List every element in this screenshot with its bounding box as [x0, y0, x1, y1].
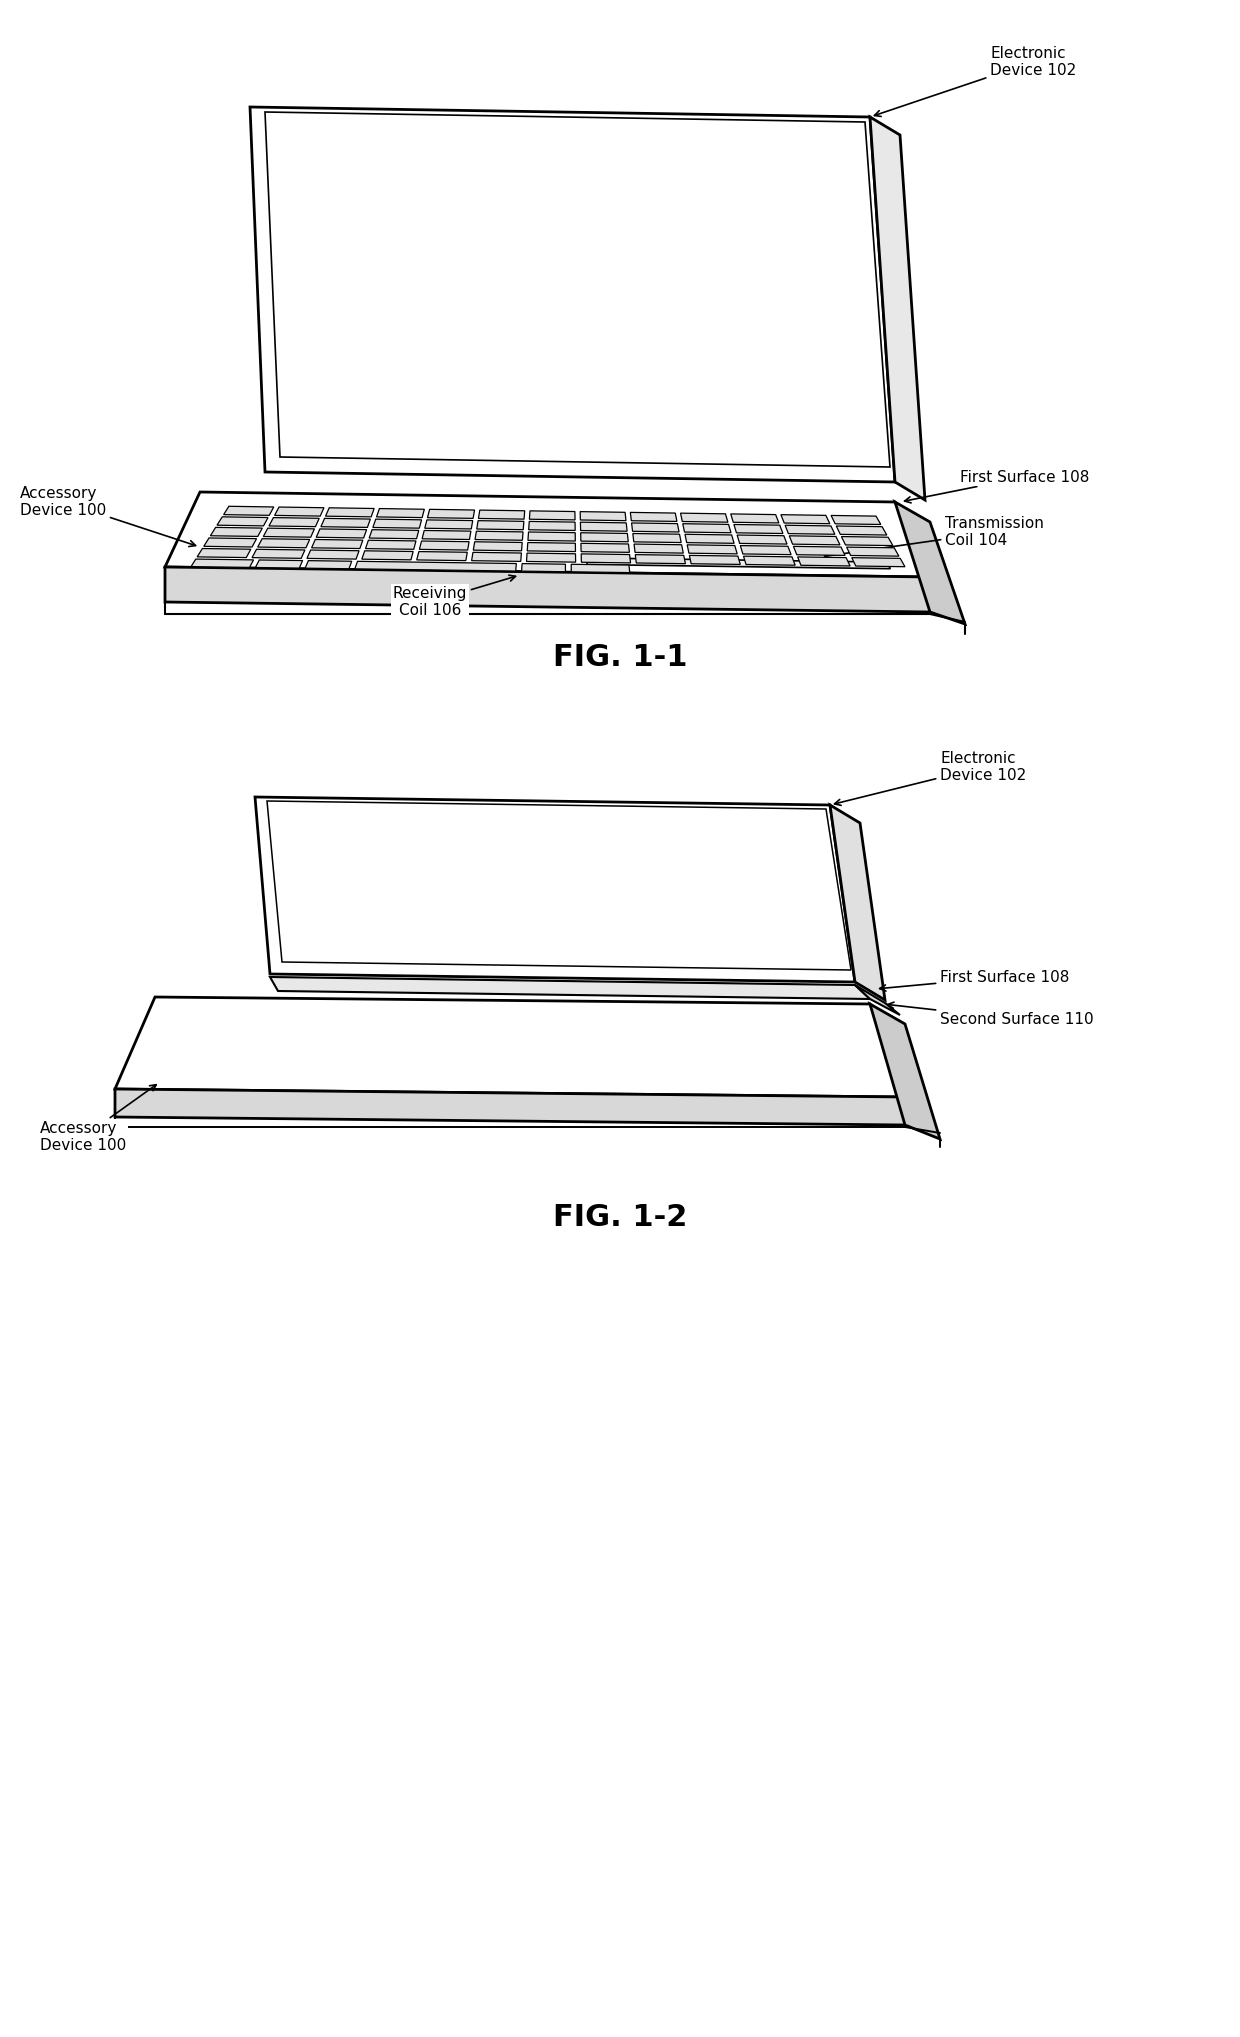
Polygon shape — [165, 566, 930, 611]
Polygon shape — [419, 542, 469, 550]
Polygon shape — [852, 558, 905, 566]
Text: Accessory
Device 100: Accessory Device 100 — [20, 485, 196, 546]
Polygon shape — [417, 552, 467, 560]
Polygon shape — [790, 536, 839, 544]
Polygon shape — [265, 112, 890, 466]
Polygon shape — [255, 796, 856, 982]
Polygon shape — [115, 996, 905, 1098]
Polygon shape — [689, 556, 740, 564]
Polygon shape — [197, 548, 250, 558]
Polygon shape — [785, 526, 835, 534]
Polygon shape — [267, 801, 851, 970]
Polygon shape — [836, 526, 887, 536]
Polygon shape — [830, 805, 885, 1000]
Polygon shape — [305, 560, 352, 568]
Polygon shape — [572, 564, 630, 572]
Polygon shape — [781, 515, 830, 524]
Polygon shape — [373, 519, 422, 528]
Polygon shape — [870, 1004, 940, 1139]
Polygon shape — [270, 978, 870, 998]
Polygon shape — [744, 556, 795, 564]
Polygon shape — [797, 556, 851, 566]
Polygon shape — [377, 509, 424, 517]
Polygon shape — [687, 544, 738, 554]
Polygon shape — [474, 542, 522, 550]
Polygon shape — [366, 540, 415, 550]
Polygon shape — [370, 530, 419, 538]
Polygon shape — [684, 534, 734, 544]
Polygon shape — [847, 548, 899, 556]
Polygon shape — [740, 546, 791, 554]
Polygon shape — [308, 550, 360, 558]
Polygon shape — [274, 507, 324, 515]
Text: Receiving
Coil 106: Receiving Coil 106 — [393, 574, 516, 617]
Polygon shape — [223, 507, 274, 515]
Polygon shape — [580, 534, 629, 542]
Polygon shape — [321, 517, 371, 528]
Text: FIG. 1-2: FIG. 1-2 — [553, 1202, 687, 1232]
Polygon shape — [252, 550, 305, 558]
Polygon shape — [737, 536, 787, 544]
Polygon shape — [479, 509, 525, 519]
Polygon shape — [634, 544, 683, 554]
Polygon shape — [831, 515, 880, 524]
Polygon shape — [528, 521, 575, 530]
Polygon shape — [794, 546, 844, 556]
Polygon shape — [362, 550, 413, 560]
Polygon shape — [428, 509, 475, 517]
Text: Second Surface 110: Second Surface 110 — [888, 1002, 1094, 1027]
Text: Electronic
Device 102: Electronic Device 102 — [835, 752, 1027, 805]
Polygon shape — [211, 528, 263, 536]
Polygon shape — [269, 517, 319, 528]
Polygon shape — [326, 507, 374, 517]
Polygon shape — [263, 528, 315, 538]
Polygon shape — [191, 558, 253, 568]
Polygon shape — [587, 558, 890, 568]
Text: First Surface 108: First Surface 108 — [879, 970, 1069, 992]
Polygon shape — [856, 986, 900, 1014]
Polygon shape — [734, 524, 782, 534]
Polygon shape — [580, 511, 626, 521]
Polygon shape — [730, 513, 779, 524]
Polygon shape — [630, 513, 677, 521]
Polygon shape — [528, 532, 575, 542]
Text: Electronic
Device 102: Electronic Device 102 — [874, 45, 1076, 116]
Polygon shape — [115, 1090, 905, 1124]
Polygon shape — [422, 530, 471, 540]
Polygon shape — [355, 562, 516, 570]
Polygon shape — [895, 501, 965, 623]
Polygon shape — [311, 540, 363, 548]
Polygon shape — [471, 552, 521, 562]
Polygon shape — [250, 108, 895, 483]
Polygon shape — [316, 530, 367, 538]
Polygon shape — [631, 524, 680, 532]
Text: Transmission
Coil 104: Transmission Coil 104 — [825, 515, 1044, 558]
Polygon shape — [529, 511, 575, 519]
Text: Accessory
Device 100: Accessory Device 100 — [40, 1084, 156, 1153]
Text: First Surface 108: First Surface 108 — [904, 469, 1090, 503]
Polygon shape — [527, 554, 575, 562]
Polygon shape — [632, 534, 681, 542]
Polygon shape — [165, 493, 930, 576]
Text: FIG. 1-1: FIG. 1-1 — [553, 642, 687, 672]
Polygon shape — [522, 564, 565, 572]
Polygon shape — [842, 536, 893, 546]
Polygon shape — [580, 521, 627, 532]
Polygon shape — [258, 538, 310, 548]
Polygon shape — [527, 542, 575, 552]
Polygon shape — [217, 517, 268, 526]
Polygon shape — [681, 513, 728, 521]
Polygon shape — [475, 532, 523, 540]
Polygon shape — [476, 521, 523, 530]
Polygon shape — [255, 560, 303, 568]
Polygon shape — [870, 116, 925, 499]
Polygon shape — [683, 524, 732, 534]
Polygon shape — [580, 544, 630, 552]
Polygon shape — [635, 554, 686, 564]
Polygon shape — [425, 519, 472, 530]
Polygon shape — [203, 538, 257, 548]
Polygon shape — [582, 554, 630, 562]
